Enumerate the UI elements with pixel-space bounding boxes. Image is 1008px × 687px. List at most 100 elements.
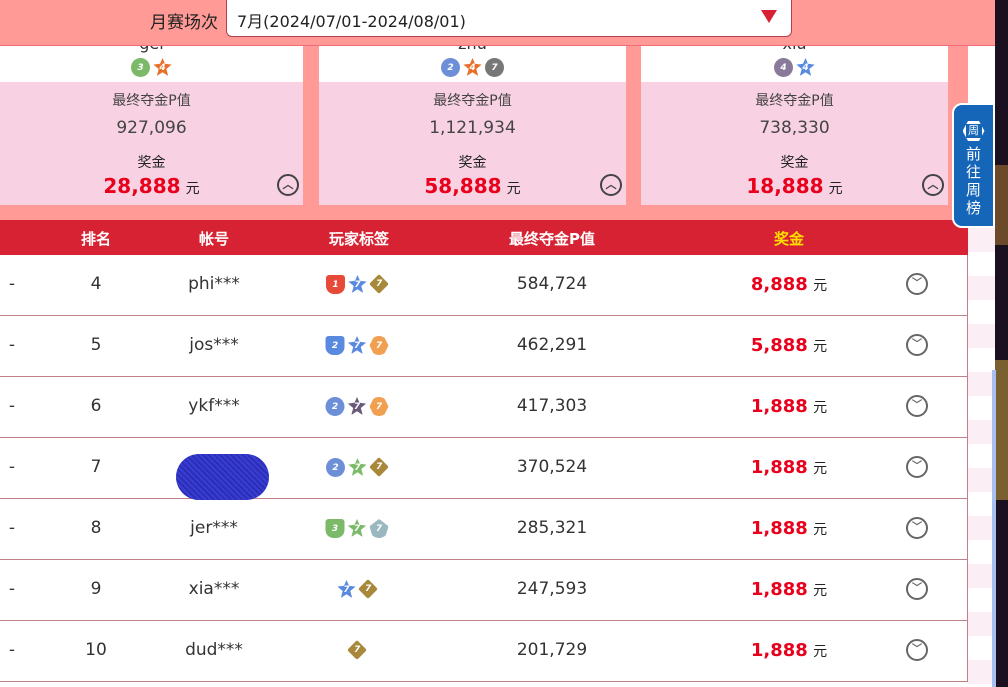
player-tag-icon: 7 [348,275,367,294]
player-tag-icon: 7 [337,580,356,599]
weekly-ranking-tab[interactable]: 周 前往周榜 [952,103,995,228]
prize-label: 奖金 [137,155,166,171]
col-tags: 玩家标签 [328,230,390,248]
collapse-icon[interactable]: ︿ [600,174,622,196]
currency-unit: 元 [813,400,828,416]
score: 201,729 [516,640,588,660]
month-select[interactable]: 7月(2024/07/01-2024/08/01) [226,0,792,37]
rank-trend: - [8,457,16,477]
collapse-icon[interactable]: ︿ [277,174,299,196]
col-prize: 奖金 [773,230,805,248]
player-tag-icon: 7 [347,519,367,538]
rank-trend: - [8,579,16,599]
expand-icon[interactable]: ﹀ [906,273,928,295]
prize: 1,888 元 [751,457,827,478]
prize-label: 奖金 [780,155,809,171]
table-row: - 10 dud*** 7 201,729 1,888 元 ﹀ [0,621,968,682]
player-tag-icon: 4 [153,58,172,77]
rank: 4 [90,274,102,294]
player-tag-icon: 7 [347,336,367,355]
player-tag-icon: 7 [369,519,389,538]
player-tag-icon: 2 [441,58,460,77]
player-tag-icon: 4 [796,58,815,77]
player-tag-icon: 7 [358,579,378,599]
score: 584,724 [516,274,588,294]
player-tag-icon: 7 [369,274,389,294]
prize-amount: 8,888 [750,274,808,295]
expand-icon[interactable]: ﹀ [906,334,928,356]
account: phi*** [188,274,240,294]
player-tag-icon: 7 [369,397,389,416]
score: 247,593 [516,579,588,599]
player-tag-icon: 7 [369,457,389,477]
rank: 7 [90,457,102,477]
table-header: 排名 帐号 玩家标签 最终夺金P值 奖金 [0,220,968,255]
rank-trend: - [8,396,16,416]
expand-icon[interactable]: ﹀ [906,639,928,661]
score: 370,524 [516,457,588,477]
player-tag-icon: 2 [325,336,345,355]
score-label: 最终夺金P值 [433,93,512,109]
rank: 6 [90,396,102,416]
scrollbar[interactable] [992,370,996,687]
weekly-ranking-label: 前往周榜 [965,145,981,217]
rank-trend: - [8,335,16,355]
col-account: 帐号 [198,230,230,248]
expand-icon[interactable]: ﹀ [906,578,928,600]
score: 285,321 [516,518,588,538]
collapse-icon[interactable]: ︿ [922,174,944,196]
redacted-account [176,454,269,500]
prize: 1,888 元 [751,579,827,600]
dropdown-arrow-icon [761,10,777,23]
prize: 1,888 元 [751,518,827,539]
currency-unit: 元 [813,583,828,599]
col-rank: 排名 [80,230,112,248]
player-name: gel [0,46,303,53]
player-tag-icon: 7 [347,397,367,416]
week-icon: 周 [962,121,985,141]
player-name: zhu [319,46,626,53]
player-tag-icon: 7 [485,58,504,77]
prize: 8,888 元 [751,274,827,295]
background-window [995,0,1008,687]
prize-amount: 1,888 [750,640,808,661]
top-player-card: xiu 44 最终夺金P值 738,330 奖金 18,888 元 ︿ [641,46,948,205]
currency-unit: 元 [185,181,200,197]
rank: 10 [85,640,107,660]
score: 417,303 [516,396,588,416]
score: 462,291 [516,335,588,355]
expand-icon[interactable]: ﹀ [906,395,928,417]
currency-unit: 元 [813,644,828,660]
top-player-card: zhu 247 最终夺金P值 1,121,934 奖金 58,888 元 ︿ [319,46,626,205]
prize-amount: 28,888 [103,174,181,198]
expand-icon[interactable]: ﹀ [906,456,928,478]
prize-amount: 5,888 [750,335,808,356]
expand-icon[interactable]: ﹀ [906,517,928,539]
account: ykf*** [188,396,240,416]
score-label: 最终夺金P值 [755,93,834,109]
prize-label: 奖金 [458,155,487,171]
prize: 1,888 元 [751,640,827,661]
background-pattern [968,228,995,687]
prize-amount: 1,888 [750,518,808,539]
prize: 5,888 元 [751,335,827,356]
month-select-label: 月赛场次 [150,13,218,33]
player-tag-icon: 1 [326,275,345,294]
player-tag-icon: 3 [131,58,150,77]
currency-unit: 元 [813,339,828,355]
player-tag-icon: 2 [325,397,345,416]
player-name: xiu [641,46,948,53]
account: dud*** [185,640,243,660]
currency-unit: 元 [813,278,828,294]
